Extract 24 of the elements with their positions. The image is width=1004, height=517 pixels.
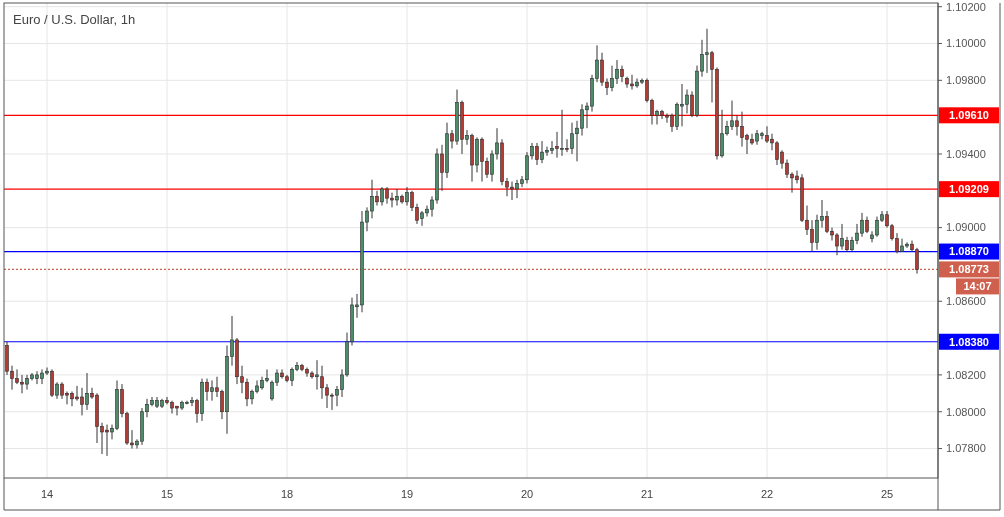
y-tick-label: 1.09400: [946, 147, 986, 160]
x-tick-label: 25: [880, 488, 894, 500]
y-tick-label: 1.09800: [946, 74, 986, 87]
ref-line-label: 1.08773: [949, 263, 989, 276]
text: 14:07: [963, 280, 992, 293]
x-tick-label: 19: [400, 488, 414, 500]
ref-line-label: 1.09209: [949, 182, 989, 195]
y-tick-label: 1.07800: [946, 442, 986, 455]
y-tick-label: 1.08600: [946, 295, 986, 308]
x-tick-label: 14: [40, 488, 54, 500]
x-tick-label: 22: [760, 488, 774, 500]
y-tick-label: 1.08000: [946, 405, 986, 418]
y-tick-label: 1.10000: [946, 37, 986, 50]
y-tick-label: 1.10200: [946, 0, 986, 13]
y-tick-label: 1.09000: [946, 221, 986, 234]
text: Euro / U.S. Dollar, 1h: [13, 12, 136, 27]
ref-line-label: 1.09610: [949, 109, 989, 122]
x-tick-label: 21: [640, 488, 654, 500]
x-tick-label: 18: [280, 488, 294, 500]
x-tick-label: 20: [520, 488, 534, 500]
ref-line-label: 1.08380: [949, 335, 989, 348]
ref-line-label: 1.08870: [949, 245, 989, 258]
y-tick-label: 1.08200: [946, 368, 986, 381]
x-tick-label: 15: [160, 488, 174, 500]
